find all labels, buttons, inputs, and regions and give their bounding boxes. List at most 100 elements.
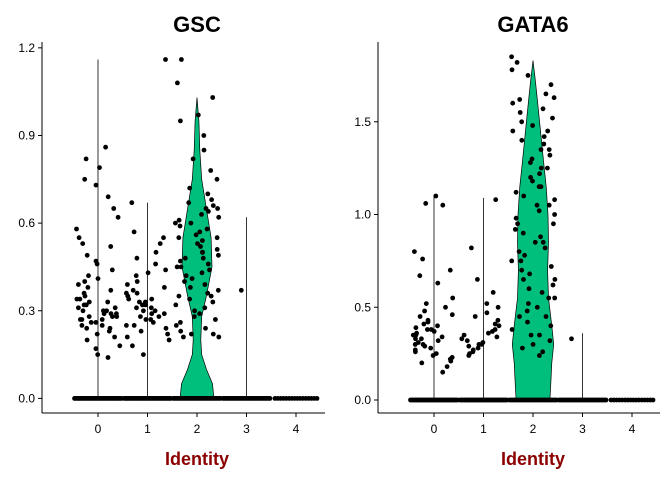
data-point xyxy=(541,141,547,147)
data-point xyxy=(517,314,522,319)
data-point xyxy=(137,299,142,305)
data-point xyxy=(519,119,525,125)
x-tick-label: 0 xyxy=(431,422,438,436)
data-point xyxy=(195,112,201,118)
data-point xyxy=(413,325,419,331)
data-point xyxy=(205,261,211,267)
data-point xyxy=(176,217,182,223)
y-tick-label: 0.0 xyxy=(18,391,35,405)
data-point xyxy=(214,235,220,241)
y-tick-label: 0.6 xyxy=(18,216,35,230)
data-point xyxy=(178,320,183,325)
data-point xyxy=(492,321,498,327)
data-point xyxy=(189,276,195,281)
data-point xyxy=(200,249,206,255)
gsc-panel: GSC Identity 0.0 0.3 0.6 0.9 1.2 0 1 2 3 4 xyxy=(18,12,325,469)
data-point xyxy=(206,209,211,214)
x-tick-label: 3 xyxy=(579,422,586,436)
data-point xyxy=(551,95,557,101)
data-point xyxy=(149,311,155,317)
data-point xyxy=(209,197,215,203)
data-point xyxy=(216,334,222,340)
data-point xyxy=(421,321,427,327)
data-point xyxy=(76,235,82,241)
data-point xyxy=(514,60,520,65)
data-point xyxy=(115,214,121,220)
data-point xyxy=(524,308,530,314)
data-point xyxy=(79,323,85,328)
data-point xyxy=(433,193,439,199)
data-point xyxy=(99,317,105,322)
data-point xyxy=(205,191,211,197)
data-point xyxy=(538,147,544,153)
data-point xyxy=(552,295,558,301)
data-point xyxy=(148,305,154,311)
data-point xyxy=(125,282,130,287)
data-point xyxy=(199,270,205,276)
data-point xyxy=(417,314,423,319)
data-point xyxy=(547,338,553,344)
data-point xyxy=(420,256,425,262)
data-point xyxy=(95,352,101,357)
data-point xyxy=(425,327,430,332)
data-point xyxy=(163,325,169,331)
x-tick-label: 3 xyxy=(243,422,250,436)
data-point xyxy=(509,327,515,332)
data-point xyxy=(203,325,208,331)
data-point xyxy=(182,255,188,261)
data-point xyxy=(175,80,180,86)
data-point xyxy=(173,220,178,226)
data-point xyxy=(521,193,527,199)
data-point xyxy=(197,229,203,235)
data-point xyxy=(552,197,557,203)
data-point xyxy=(215,206,221,211)
data-point xyxy=(530,123,535,128)
y-tick-label: 0.9 xyxy=(18,128,35,142)
data-point xyxy=(110,314,115,319)
data-point xyxy=(447,267,453,273)
data-point xyxy=(105,299,111,305)
data-point xyxy=(200,255,206,261)
x-axis-label-gata6: Identity xyxy=(501,449,565,469)
data-point xyxy=(413,349,418,355)
data-point xyxy=(201,147,207,153)
data-point xyxy=(86,273,91,279)
data-point xyxy=(82,279,88,284)
data-point xyxy=(527,271,532,277)
data-point xyxy=(410,332,416,338)
data-point xyxy=(525,319,530,325)
data-point xyxy=(548,264,554,269)
data-point xyxy=(176,235,182,241)
data-point xyxy=(464,338,470,344)
data-point xyxy=(197,311,203,317)
data-point xyxy=(138,314,143,319)
data-point xyxy=(490,290,496,295)
data-point xyxy=(543,314,549,319)
data-point xyxy=(124,334,130,340)
data-point xyxy=(114,314,120,319)
data-point xyxy=(526,301,531,306)
data-point xyxy=(422,308,427,314)
data-point xyxy=(443,304,448,310)
data-point xyxy=(548,82,554,88)
data-point xyxy=(105,355,111,360)
data-point xyxy=(525,73,531,78)
data-point xyxy=(141,352,146,357)
data-point xyxy=(138,328,144,334)
data-point xyxy=(450,295,456,301)
y-tick-label: 1.0 xyxy=(354,208,371,222)
data-point xyxy=(101,311,107,317)
data-point xyxy=(423,201,429,206)
data-point xyxy=(163,57,168,62)
data-point xyxy=(191,314,197,319)
data-point xyxy=(546,147,552,153)
data-point xyxy=(412,249,417,255)
data-point xyxy=(552,277,558,282)
data-point xyxy=(94,261,100,267)
data-point xyxy=(204,226,210,232)
data-point xyxy=(202,305,208,311)
data-point xyxy=(178,328,184,334)
data-point xyxy=(88,320,94,325)
data-point xyxy=(496,323,502,329)
data-point xyxy=(157,241,163,247)
